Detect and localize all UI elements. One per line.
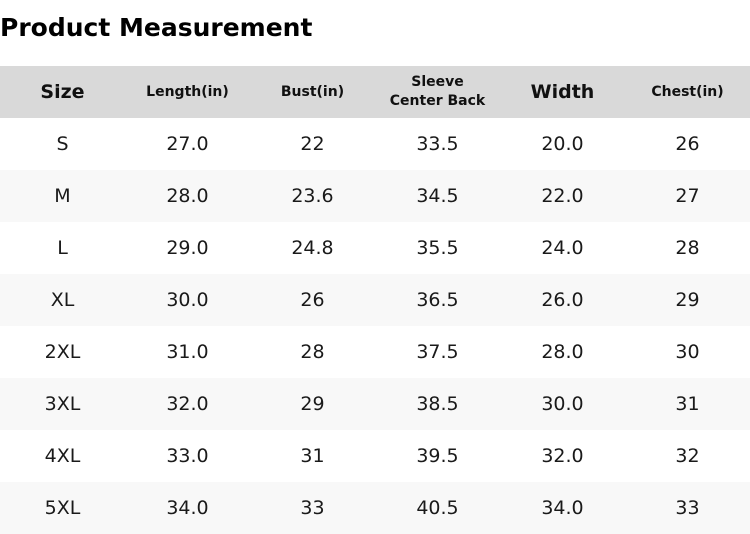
column-header-label: Length(in) — [146, 83, 229, 100]
table-cell: 28 — [300, 341, 325, 363]
column-header: Bust(in) — [250, 83, 375, 102]
table-header-row: Size Length(in) Bust(in) Sleeve Center Back W… — [0, 66, 750, 118]
table-cell: 23.6 — [291, 185, 334, 207]
table-cell: 33 — [300, 497, 325, 519]
size-cell: L — [57, 237, 68, 259]
table-row: 2XL 31.0 28 37.5 28.0 30 — [0, 326, 750, 378]
column-header: Width — [500, 80, 625, 103]
table-cell: 24.0 — [541, 237, 584, 259]
table-cell: 22 — [300, 133, 325, 155]
size-cell: S — [56, 133, 69, 155]
size-cell: 4XL — [44, 445, 81, 467]
column-header-label: Chest(in) — [651, 83, 724, 100]
size-cell: XL — [50, 289, 75, 311]
table-cell: 36.5 — [416, 289, 459, 311]
column-header-label: Sleeve — [411, 74, 464, 90]
table-cell: 30 — [675, 341, 700, 363]
table-cell: 27 — [675, 185, 700, 207]
table-cell: 26 — [300, 289, 325, 311]
table-cell: 39.5 — [416, 445, 459, 467]
table-cell: 29 — [675, 289, 700, 311]
table-row: 4XL 33.0 31 39.5 32.0 32 — [0, 430, 750, 482]
table-cell: 26 — [675, 133, 700, 155]
table-row: 5XL 34.0 33 40.5 34.0 33 — [0, 482, 750, 534]
table-cell: 32 — [675, 445, 700, 467]
table-cell: 31 — [300, 445, 325, 467]
table-row: M 28.0 23.6 34.5 22.0 27 — [0, 170, 750, 222]
table-body: S 27.0 22 33.5 20.0 26 M 28.0 23.6 34.5 22.0 27 L 29.… — [0, 118, 750, 534]
column-header-label: Center Back — [389, 93, 486, 109]
size-cell: M — [54, 185, 71, 207]
table-cell: 32.0 — [541, 445, 584, 467]
column-header: Length(in) — [125, 83, 250, 102]
table-cell: 28.0 — [541, 341, 584, 363]
table-cell: 28.0 — [166, 185, 209, 207]
table-cell: 33.5 — [416, 133, 459, 155]
table-cell: 26.0 — [541, 289, 584, 311]
column-header-label: Width — [530, 80, 595, 103]
table-cell: 28 — [675, 237, 700, 259]
table-cell: 34.0 — [166, 497, 209, 519]
column-header: Sleeve Center Back — [375, 73, 500, 111]
column-header: Size — [0, 80, 125, 103]
size-cell: 3XL — [44, 393, 81, 415]
table-cell: 22.0 — [541, 185, 584, 207]
table-row: XL 30.0 26 36.5 26.0 29 — [0, 274, 750, 326]
table-cell: 24.8 — [291, 237, 334, 259]
size-cell: 5XL — [44, 497, 81, 519]
column-header-label: Size — [40, 80, 85, 103]
table-cell: 37.5 — [416, 341, 459, 363]
table-cell: 38.5 — [416, 393, 459, 415]
table-cell: 27.0 — [166, 133, 209, 155]
table-row: L 29.0 24.8 35.5 24.0 28 — [0, 222, 750, 274]
table-cell: 31 — [675, 393, 700, 415]
table-row: S 27.0 22 33.5 20.0 26 — [0, 118, 750, 170]
size-cell: 2XL — [44, 341, 81, 363]
column-header-label: Bust(in) — [280, 83, 345, 100]
table-cell: 30.0 — [166, 289, 209, 311]
table-cell: 35.5 — [416, 237, 459, 259]
table-cell: 40.5 — [416, 497, 459, 519]
table-cell: 34.5 — [416, 185, 459, 207]
table-cell: 31.0 — [166, 341, 209, 363]
column-header: Chest(in) — [625, 83, 750, 102]
table-cell: 29.0 — [166, 237, 209, 259]
table-cell: 32.0 — [166, 393, 209, 415]
table-row: 3XL 32.0 29 38.5 30.0 31 — [0, 378, 750, 430]
measurement-table: Size Length(in) Bust(in) Sleeve Center Back W… — [0, 66, 750, 534]
table-cell: 20.0 — [541, 133, 584, 155]
table-cell: 33.0 — [166, 445, 209, 467]
table-cell: 30.0 — [541, 393, 584, 415]
table-cell: 29 — [300, 393, 325, 415]
table-cell: 33 — [675, 497, 700, 519]
page-title: Product Measurement — [0, 13, 313, 42]
table-cell: 34.0 — [541, 497, 584, 519]
